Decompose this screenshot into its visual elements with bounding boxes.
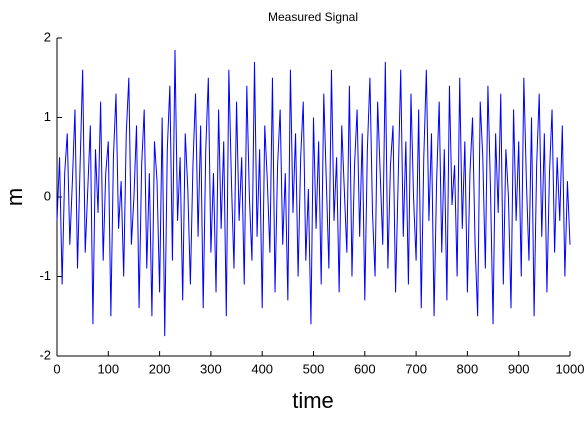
y-tick-label: -1: [39, 268, 51, 283]
y-tick-label: 0: [44, 188, 51, 203]
x-tick-label: 1000: [556, 361, 585, 376]
signal-line: [56, 49, 571, 337]
x-tick-label: 300: [200, 361, 222, 376]
y-tick-label: 2: [44, 29, 51, 44]
x-tick-label: 600: [354, 361, 376, 376]
chart-title: Measured Signal: [268, 10, 358, 24]
x-tick-label: 400: [251, 361, 273, 376]
y-axis-label: m: [2, 188, 27, 206]
x-tick-label: 200: [149, 361, 171, 376]
y-tick-label: -2: [39, 347, 51, 362]
x-tick-label: 500: [303, 361, 325, 376]
y-tick-label: 1: [44, 109, 51, 124]
x-tick-label: 0: [53, 361, 60, 376]
x-tick-label: 100: [97, 361, 119, 376]
x-tick-label: 700: [405, 361, 427, 376]
x-tick-label: 900: [508, 361, 530, 376]
x-tick-label: 800: [457, 361, 479, 376]
x-axis-label: time: [292, 388, 334, 413]
